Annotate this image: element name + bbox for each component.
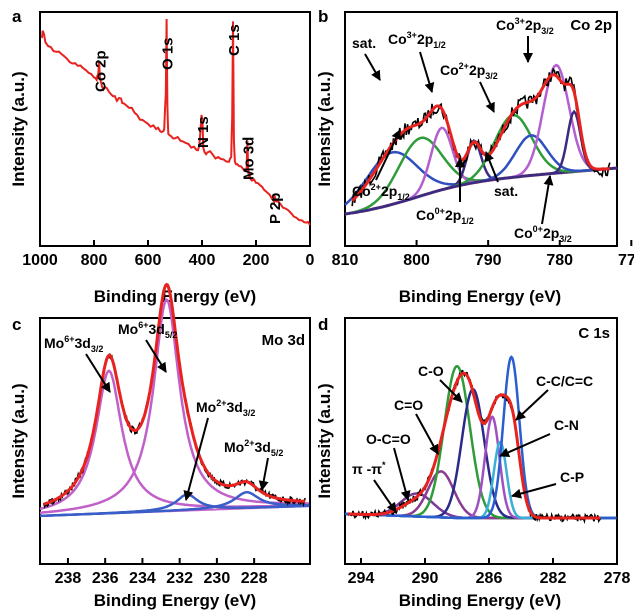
c-arrow-1 (85, 353, 111, 393)
panel-d-title: C 1s (578, 325, 610, 342)
panel-c-title: Mo 3d (262, 332, 305, 349)
d-arrow-oco (393, 447, 411, 501)
d-oco-label: O-C=O (366, 431, 411, 447)
peak-label: N 1s (195, 116, 212, 148)
b-component (344, 114, 618, 216)
x-tick-label: 232 (166, 570, 193, 587)
d-arrow-co (439, 379, 463, 403)
x-tick-label: 234 (129, 570, 156, 587)
peak-label: C 1s (226, 24, 243, 56)
panel-b-frame (344, 11, 618, 247)
c-mo6-32-label: Mo6+3d3/2 (44, 334, 103, 354)
x-tick-label: 290 (412, 570, 439, 587)
peak-label: Co 2p (92, 50, 109, 92)
c-component (40, 490, 310, 518)
x-tick-label: 400 (189, 252, 216, 269)
c-arrow-2 (145, 339, 167, 373)
x-tick-label: 278 (604, 570, 631, 587)
b-arrow-co2-12 (375, 129, 401, 181)
panel-b-label: b (318, 7, 328, 26)
d-arrow-pi (373, 479, 397, 513)
b-sat-label-2: sat. (494, 183, 518, 199)
b-co0-12-label: Co0+2p1/2 (416, 206, 474, 226)
x-tick-label: 0 (306, 252, 315, 269)
x-tick-label: 294 (348, 570, 375, 587)
d-arrow-cp (511, 483, 557, 499)
x-tick-label: 800 (81, 252, 108, 269)
x-tick-label: 810 (332, 252, 359, 269)
x-tick-label: 780 (546, 252, 573, 269)
peak-label: P 2p (267, 193, 284, 224)
peak-label: Mo 3d (240, 137, 257, 180)
c-mo6-52-label: Mo6+3d5/2 (118, 320, 177, 340)
x-tick-label: 238 (55, 570, 82, 587)
panel-a-peak-labels: Co 2p O 1s N 1s C 1s Mo 3d P 2p (92, 24, 284, 224)
c-arrow-4 (258, 457, 269, 491)
panel-c-label: c (12, 315, 21, 334)
c-mo2-32-label: Mo2+3d3/2 (196, 398, 255, 418)
d-arrow-cn (499, 433, 551, 457)
d-cc-label: C-C/C=C (536, 373, 593, 389)
panel-a-xlabel: Binding Energy (eV) (94, 287, 256, 306)
panel-a-ylabel: Intensity (a.u.) (9, 71, 28, 186)
d-cp-label: C-P (560, 469, 584, 485)
panel-d-ylabel: Intensity (a.u.) (315, 383, 334, 498)
panel-c-curves (39, 282, 310, 518)
x-tick-label: 228 (241, 570, 268, 587)
panel-d-label: d (318, 315, 328, 334)
panel-b-ylabel: Intensity (a.u.) (315, 71, 334, 186)
b-component (344, 109, 618, 216)
b-co2-12-label: Co2+2p1/2 (352, 182, 410, 202)
x-tick-label: 286 (476, 570, 503, 587)
b-co3-32-label: Co3+2p3/2 (496, 16, 554, 36)
d-co-label: C-O (418, 363, 444, 379)
panel-b-ticks: 810 800 790 780 770 (332, 240, 634, 269)
x-tick-label: 1000 (22, 252, 58, 269)
panel-a-ticks: 1000 800 600 400 200 0 (22, 240, 315, 269)
panel-a: a Intensity (a.u.) Binding Energy (eV) 1… (9, 7, 315, 306)
b-co0-32-label: Co0+2p3/2 (514, 224, 572, 244)
d-cn-label: C-N (554, 417, 579, 433)
panel-b-xlabel: Binding Energy (eV) (399, 287, 561, 306)
panel-d: d C 1s Intensity (a.u.) Binding Energy (… (315, 315, 630, 610)
panel-c-ylabel: Intensity (a.u.) (9, 383, 28, 498)
c-fit-envelope (43, 282, 306, 506)
x-tick-label: 200 (243, 252, 270, 269)
c-arrow-3 (183, 417, 209, 501)
panel-c: c Mo 3d Intensity (a.u.) Binding Energy … (9, 282, 311, 610)
panel-c-ticks: 238 236 234 232 230 228 (55, 558, 268, 587)
d-pi-label: π -π* (352, 460, 386, 477)
b-arrow-sat1 (364, 53, 381, 81)
c-mo2-52-label: Mo2+3d5/2 (224, 438, 283, 458)
b-co2-32-label: Co2+2p3/2 (440, 61, 498, 81)
panel-d-frame (344, 317, 618, 565)
panel-a-label: a (12, 7, 22, 26)
panel-d-ticks: 294 290 286 282 278 (348, 558, 631, 587)
b-arrow-co3-12 (419, 51, 435, 93)
x-tick-label: 230 (204, 570, 231, 587)
x-tick-label: 282 (540, 570, 567, 587)
d-arrow-cc (515, 389, 549, 421)
b-arrow-sat2 (484, 151, 499, 183)
x-tick-label: 236 (92, 570, 119, 587)
b-co3-12-label: Co3+2p1/2 (388, 30, 446, 50)
x-tick-label: 770 (618, 252, 634, 269)
x-tick-label: 800 (403, 252, 430, 269)
panel-a-survey-line (40, 18, 311, 226)
d-c-o-label: C=O (394, 397, 423, 413)
peak-label: O 1s (160, 37, 177, 70)
b-arrow-co0-32 (541, 175, 554, 225)
panel-b-title: Co 2p (570, 17, 612, 34)
panel-b: b Co 2p Intensity (a.u.) Binding Energy … (315, 7, 634, 306)
panel-a-frame (39, 11, 311, 247)
x-tick-label: 600 (135, 252, 162, 269)
panel-b-curves (344, 63, 618, 216)
b-arrow-co2-32 (479, 81, 495, 113)
x-tick-label: 790 (475, 252, 502, 269)
d-arrow-c-o (415, 413, 439, 455)
panel-c-xlabel: Binding Energy (eV) (94, 591, 256, 610)
b-sat-label-1: sat. (352, 35, 376, 51)
panel-d-xlabel: Binding Energy (eV) (399, 591, 561, 610)
